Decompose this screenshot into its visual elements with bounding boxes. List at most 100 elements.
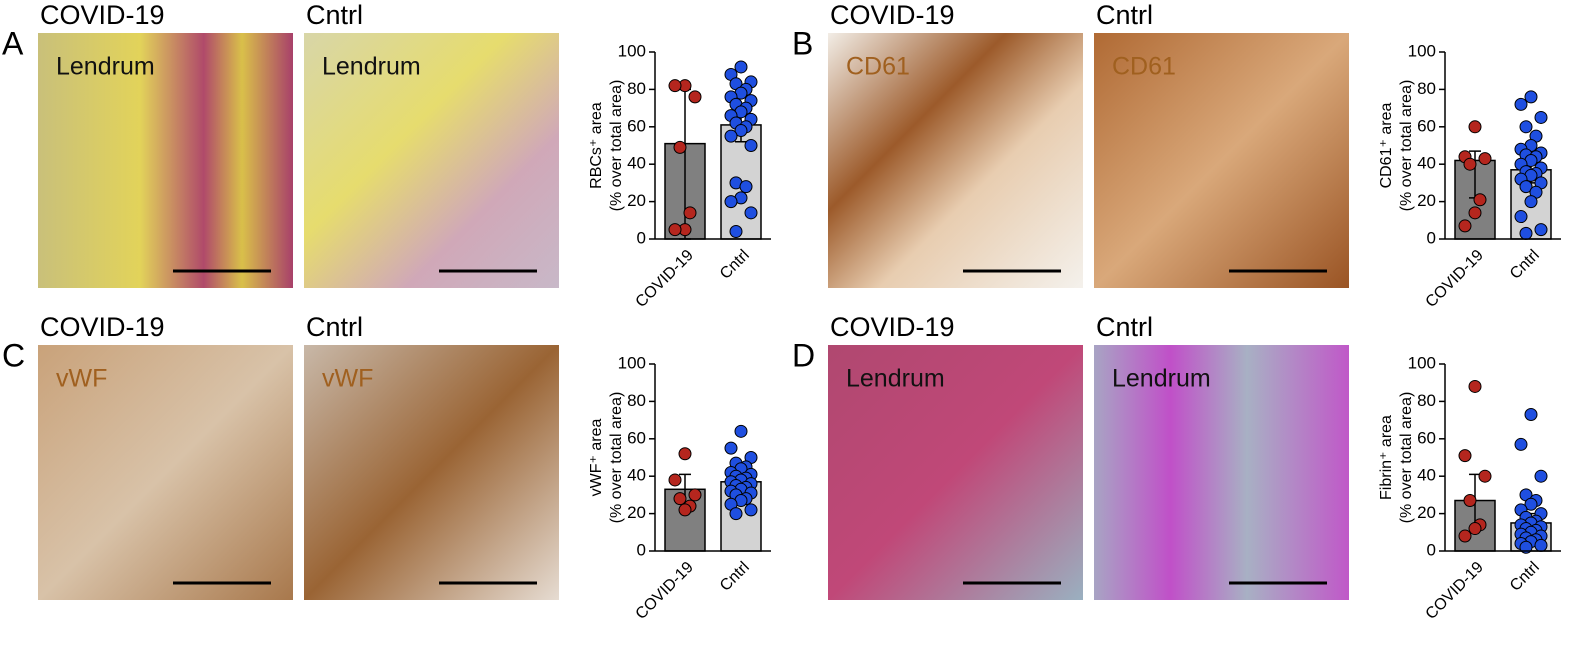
y-axis-label: (% over total area) xyxy=(608,392,625,524)
data-point xyxy=(734,424,748,438)
y-tick-label: 20 xyxy=(627,191,646,210)
y-tick-label: 0 xyxy=(637,540,646,559)
y-tick-label: 60 xyxy=(627,116,646,135)
data-point xyxy=(1458,219,1472,233)
panel-letter: A xyxy=(2,25,24,61)
data-point xyxy=(1524,407,1538,421)
data-point xyxy=(678,503,692,517)
data-point xyxy=(668,473,682,487)
data-point xyxy=(744,139,758,152)
x-tick-label: COVID-19 xyxy=(1423,247,1487,311)
image-title: Cntrl xyxy=(306,0,363,30)
y-tick-label: 0 xyxy=(1427,228,1436,247)
micrograph xyxy=(38,33,293,288)
y-tick-label: 20 xyxy=(627,503,646,522)
data-point xyxy=(1463,494,1477,508)
y-tick-label: 100 xyxy=(1408,353,1436,372)
data-point xyxy=(734,60,748,74)
data-point xyxy=(683,206,697,220)
y-tick-label: 20 xyxy=(1417,503,1436,522)
x-tick-label: Cntrl xyxy=(1507,559,1543,595)
micrograph xyxy=(304,33,559,288)
y-tick-label: 0 xyxy=(637,228,646,247)
y-axis-label: RBCs⁺ area xyxy=(588,102,605,189)
y-tick-label: 80 xyxy=(1417,391,1436,410)
data-point xyxy=(1468,206,1482,220)
y-tick-label: 0 xyxy=(1427,540,1436,559)
data-point xyxy=(668,223,682,237)
y-tick-label: 100 xyxy=(618,41,646,60)
data-point xyxy=(724,195,738,209)
stain-label: Lendrum xyxy=(1112,365,1211,393)
image-title: Cntrl xyxy=(306,312,363,342)
data-point xyxy=(1473,193,1487,207)
data-point xyxy=(1534,538,1548,552)
stain-label: Lendrum xyxy=(322,53,421,81)
y-axis-label: (% over total area) xyxy=(1398,80,1415,212)
y-tick-label: 40 xyxy=(627,466,646,485)
data-point xyxy=(1468,379,1482,393)
y-tick-label: 100 xyxy=(1408,41,1436,60)
y-tick-label: 100 xyxy=(618,353,646,372)
image-title: Cntrl xyxy=(1096,312,1153,342)
y-tick-label: 40 xyxy=(1417,466,1436,485)
x-tick-label: Cntrl xyxy=(717,247,753,283)
data-point xyxy=(678,447,692,461)
y-tick-label: 80 xyxy=(627,391,646,410)
data-point xyxy=(1534,469,1548,483)
data-point xyxy=(688,90,702,104)
x-tick-label: Cntrl xyxy=(1507,247,1543,283)
data-point xyxy=(1524,90,1538,104)
data-point xyxy=(744,206,758,220)
data-point xyxy=(1514,97,1528,111)
y-axis-label: (% over total area) xyxy=(1398,392,1415,524)
data-point xyxy=(1519,120,1533,134)
data-point xyxy=(1468,522,1482,536)
data-point xyxy=(1534,110,1548,124)
image-title: COVID-19 xyxy=(40,0,165,30)
stain-label: vWF xyxy=(322,365,373,393)
data-point xyxy=(1458,529,1472,543)
stain-label: Lendrum xyxy=(846,365,945,393)
data-point xyxy=(1524,195,1538,209)
data-point xyxy=(729,225,743,239)
image-title: Cntrl xyxy=(1096,0,1153,30)
data-point xyxy=(1519,180,1533,194)
data-point xyxy=(744,503,758,517)
y-tick-label: 40 xyxy=(627,154,646,173)
stain-label: CD61 xyxy=(846,53,910,81)
data-point xyxy=(1514,210,1528,224)
data-point xyxy=(1534,223,1548,237)
micrograph xyxy=(828,345,1083,600)
data-point xyxy=(673,140,687,154)
y-axis-label: CD61⁺ area xyxy=(1378,102,1395,188)
stain-label: CD61 xyxy=(1112,53,1176,81)
data-point xyxy=(673,492,687,506)
image-title: COVID-19 xyxy=(40,312,165,342)
y-tick-label: 80 xyxy=(627,79,646,98)
data-point xyxy=(1463,157,1477,171)
micrograph xyxy=(304,345,559,600)
panel-letter: D xyxy=(792,337,815,373)
data-point xyxy=(1478,152,1492,166)
y-tick-label: 60 xyxy=(1417,116,1436,135)
data-point xyxy=(724,441,738,455)
data-point xyxy=(1519,226,1533,240)
y-tick-label: 80 xyxy=(1417,79,1436,98)
y-axis-label: Fibrin⁺ area xyxy=(1378,415,1395,500)
x-tick-label: COVID-19 xyxy=(633,559,697,623)
panel-letter: B xyxy=(792,25,813,61)
micrograph xyxy=(1094,33,1349,288)
y-axis-label: (% over total area) xyxy=(608,80,625,212)
data-point xyxy=(1478,469,1492,483)
stain-label: Lendrum xyxy=(56,53,155,81)
x-tick-label: COVID-19 xyxy=(633,247,697,311)
micrograph xyxy=(1094,345,1349,600)
panel-letter: C xyxy=(2,337,25,373)
data-point xyxy=(729,507,743,521)
micrograph xyxy=(38,345,293,600)
stain-label: vWF xyxy=(56,365,107,393)
y-tick-label: 20 xyxy=(1417,191,1436,210)
y-tick-label: 60 xyxy=(627,428,646,447)
